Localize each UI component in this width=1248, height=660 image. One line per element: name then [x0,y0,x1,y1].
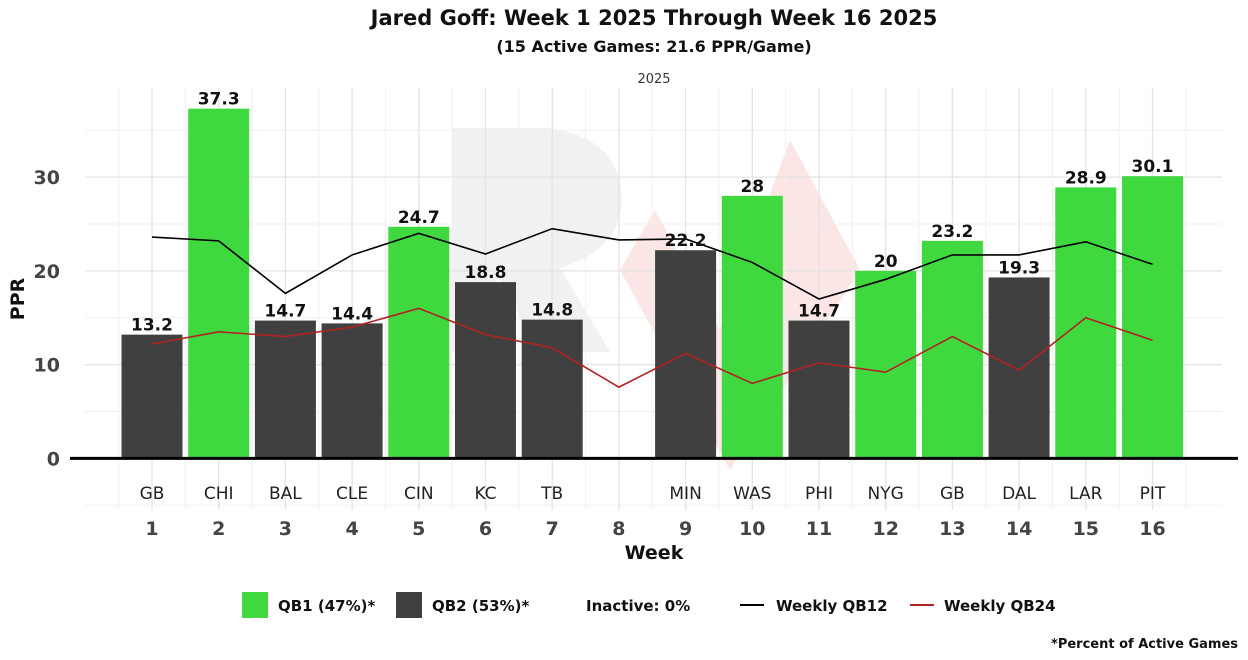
x-tick-label-week-1: 1 [145,518,158,540]
bar-week-11 [788,320,850,459]
opponent-label-week-2: CHI [204,484,234,504]
bar-label-week-2: 37.3 [198,90,240,110]
bar-label-week-10: 28 [740,177,764,197]
opponent-label-week-10: WAS [733,484,771,504]
bar-label-week-9: 22.2 [665,231,707,251]
x-tick-label-week-6: 6 [479,518,492,540]
legend: QB1 (47%)* QB2 (53%)* Inactive: 0% Weekl… [242,592,1056,618]
bar-label-week-1: 13.2 [131,316,173,336]
bar-week-2 [188,108,250,459]
bar-week-9 [655,250,717,459]
facet-label: 2025 [637,72,670,87]
bar-label-week-4: 14.4 [331,304,373,324]
x-tick-label-week-8: 8 [612,518,625,540]
legend-label-qb2: QB2 (53%)* [432,597,529,615]
opponent-label-week-4: CLE [336,484,368,504]
opponent-label-week-9: MIN [669,484,701,504]
y-axis-ticks: 0 10 20 30 [34,167,60,470]
x-tick-label-week-4: 4 [345,518,358,540]
lines-group [151,227,1153,389]
bar-week-16 [1122,176,1183,459]
opponent-label-week-6: KC [474,484,496,504]
opponent-label-week-14: DAL [1002,484,1036,504]
bar-label-week-15: 28.9 [1065,168,1107,188]
footnote: *Percent of Active Games [1051,637,1238,652]
bar-week-14 [988,277,1050,459]
bar-labels-group: 13.2 37.3 14.7 14.4 24.7 18.8 14.8 22.2 28 14.7 20… [131,90,1173,336]
bar-week-1 [121,334,183,459]
x-tick-label-week-12: 12 [872,518,898,540]
bar-week-6 [455,282,516,459]
bars-group [121,108,1183,459]
bar-label-week-6: 18.8 [465,263,507,283]
bar-label-week-13: 23.2 [931,222,973,242]
y-tick-label: 10 [34,355,60,377]
x-tick-label-week-10: 10 [739,518,765,540]
x-tick-label-week-5: 5 [412,518,425,540]
legend-swatch-qb1 [242,592,268,618]
bar-week-3 [254,320,316,459]
legend-label-qb1: QB1 (47%)* [278,597,375,615]
x-tick-label-week-9: 9 [679,518,692,540]
bar-label-week-16: 30.1 [1132,157,1174,177]
legend-label-qb24: Weekly QB24 [944,597,1056,615]
bar-label-week-7: 14.8 [531,301,573,321]
bar-week-7 [521,319,583,459]
line-weekly-qb24 [151,307,1153,389]
legend-swatch-qb2 [396,592,422,618]
opponent-label-week-15: LAR [1069,484,1102,504]
legend-label-qb12: Weekly QB12 [776,597,888,615]
y-tick-label: 0 [47,448,60,470]
x-tick-label-week-2: 2 [212,518,225,540]
x-tick-label-week-14: 14 [1006,518,1032,540]
opponent-label-week-5: CIN [404,484,434,504]
bar-week-13 [921,240,983,459]
bar-week-5 [388,226,450,459]
chart-title: Jared Goff: Week 1 2025 Through Week 16 … [369,6,938,30]
x-axis-ticks: 1 2 3 4 5 6 7 8 9 10 11 12 13 14 15 16 [145,518,1165,540]
chart-subtitle: (15 Active Games: 21.6 PPR/Game) [496,37,811,56]
opponent-label-week-16: PIT [1140,484,1166,504]
bar-week-4 [321,323,383,459]
bar-week-10 [721,195,783,459]
bar-week-15 [1055,187,1117,459]
opponent-label-week-1: GB [140,484,165,504]
y-tick-label: 20 [34,261,60,283]
bar-label-week-3: 14.7 [264,302,306,322]
x-tick-label-week-7: 7 [546,518,559,540]
bar-label-week-11: 14.7 [798,302,840,322]
opponent-labels: GB CHI BAL CLE CIN KC TB MIN WAS PHI NYG GB DAL LAR PI… [140,484,1166,504]
opponent-label-week-7: TB [540,484,563,504]
line-weekly-qb12 [151,227,1153,300]
bar-week-12 [855,270,917,459]
bar-label-week-12: 20 [874,252,898,272]
x-axis-title: Week [625,542,684,564]
legend-label-inactive: Inactive: 0% [586,597,690,615]
x-tick-label-week-13: 13 [939,518,965,540]
y-axis-title: PPR [7,277,29,320]
opponent-label-week-11: PHI [805,484,833,504]
bar-label-week-5: 24.7 [398,208,440,228]
opponent-label-week-12: NYG [868,484,904,504]
x-tick-label-week-15: 15 [1073,518,1099,540]
x-tick-label-week-16: 16 [1139,518,1165,540]
x-tick-label-week-11: 11 [806,518,832,540]
opponent-label-week-13: GB [940,484,965,504]
x-tick-label-week-3: 3 [279,518,292,540]
bar-label-week-14: 19.3 [998,258,1040,278]
opponent-label-week-3: BAL [269,484,302,504]
y-tick-label: 30 [34,167,60,189]
